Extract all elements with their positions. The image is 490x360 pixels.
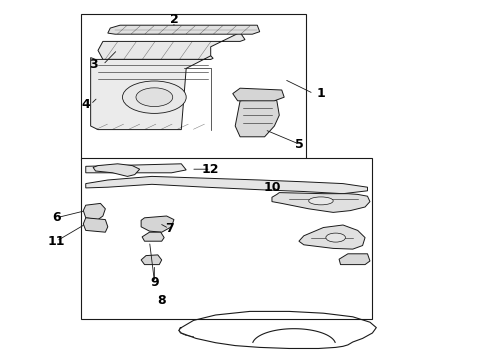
Bar xyxy=(81,158,372,319)
Polygon shape xyxy=(141,216,174,232)
Text: 10: 10 xyxy=(263,181,281,194)
Text: 8: 8 xyxy=(157,294,166,307)
Polygon shape xyxy=(141,255,162,265)
Polygon shape xyxy=(235,97,279,137)
Polygon shape xyxy=(233,88,284,101)
Polygon shape xyxy=(142,232,164,241)
Text: 9: 9 xyxy=(150,276,159,289)
Polygon shape xyxy=(83,203,105,220)
Polygon shape xyxy=(108,25,260,34)
Polygon shape xyxy=(86,176,368,194)
Text: 2: 2 xyxy=(170,13,178,26)
Polygon shape xyxy=(83,218,108,232)
Ellipse shape xyxy=(122,81,186,113)
Polygon shape xyxy=(91,56,213,130)
Polygon shape xyxy=(272,193,370,212)
Polygon shape xyxy=(299,225,365,249)
Text: 11: 11 xyxy=(48,235,65,248)
Ellipse shape xyxy=(136,88,172,107)
Text: 5: 5 xyxy=(294,138,303,150)
Bar xyxy=(81,14,306,160)
Text: 7: 7 xyxy=(165,222,173,235)
Polygon shape xyxy=(93,164,140,176)
Text: 4: 4 xyxy=(81,98,90,111)
Polygon shape xyxy=(86,164,186,173)
Ellipse shape xyxy=(326,233,345,242)
Ellipse shape xyxy=(309,197,333,205)
Polygon shape xyxy=(98,32,245,59)
Text: 3: 3 xyxy=(89,58,98,71)
Text: 1: 1 xyxy=(317,87,325,100)
Polygon shape xyxy=(339,254,370,265)
Text: 6: 6 xyxy=(52,211,61,224)
Text: 12: 12 xyxy=(202,163,220,176)
